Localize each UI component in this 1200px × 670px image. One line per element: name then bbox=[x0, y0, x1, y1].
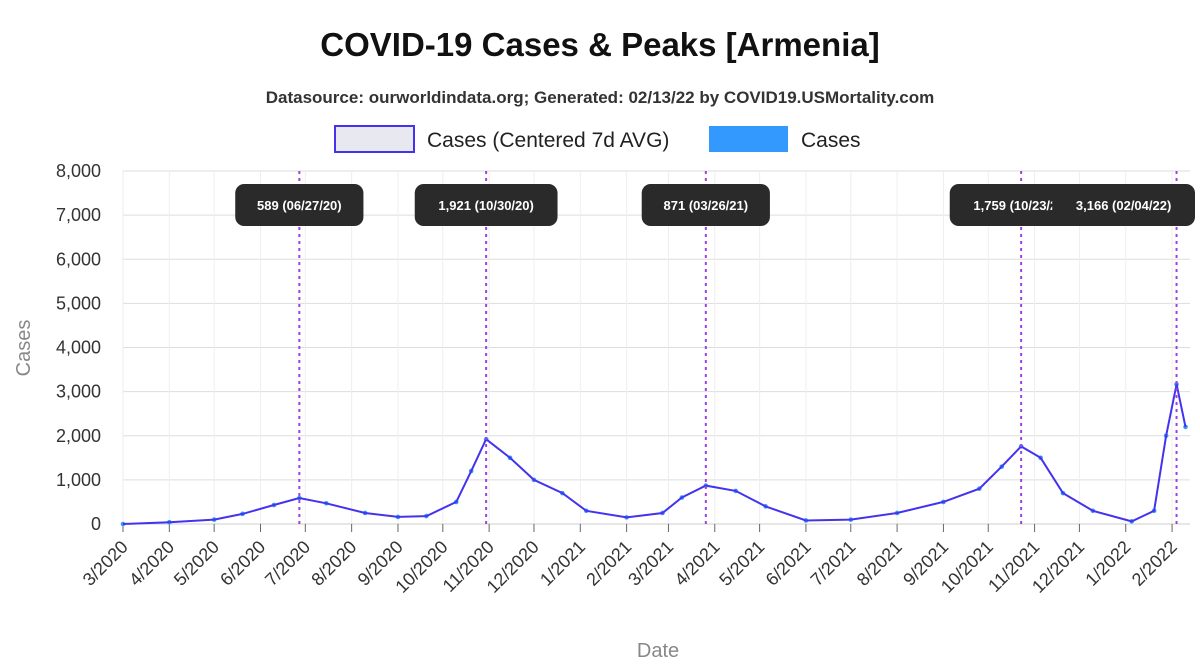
y-tick-label: 1,000 bbox=[56, 470, 101, 490]
x-tick-label: 4/2020 bbox=[125, 537, 178, 590]
x-tick-label: 2/2022 bbox=[1128, 537, 1181, 590]
x-tick-label: 4/2021 bbox=[671, 537, 724, 590]
peak-label: 1,921 (10/30/20) bbox=[438, 198, 533, 213]
peak-label: 589 (06/27/20) bbox=[257, 198, 342, 213]
x-tick-label: 7/2021 bbox=[807, 537, 860, 590]
chart-title: COVID-19 Cases & Peaks [Armenia] bbox=[320, 26, 879, 63]
legend-swatch-avg bbox=[334, 125, 415, 153]
y-tick-label: 2,000 bbox=[56, 426, 101, 446]
x-axis-label: Date bbox=[637, 640, 679, 662]
x-tick-label: 6/2021 bbox=[762, 537, 815, 590]
x-tick-label: 1/2021 bbox=[536, 537, 589, 590]
x-tick-label: 5/2021 bbox=[715, 537, 768, 590]
y-axis-ticks: 0 1,000 2,000 3,000 4,000 5,000 6,000 7,000 8,00… bbox=[56, 161, 101, 534]
x-tick-label: 5/2020 bbox=[170, 537, 223, 590]
peak-label: 3,166 (02/04/22) bbox=[1076, 198, 1171, 213]
x-tick-label: 1/2022 bbox=[1081, 537, 1134, 590]
x-tick-label: 6/2020 bbox=[216, 537, 269, 590]
x-tick-label: 8/2021 bbox=[853, 537, 906, 590]
legend-label-cases: Cases bbox=[801, 129, 861, 152]
x-tick-label: 2/2021 bbox=[582, 537, 635, 590]
x-tick-label: 7/2020 bbox=[261, 537, 314, 590]
x-tick-label: 3/2020 bbox=[79, 537, 132, 590]
y-tick-label: 0 bbox=[91, 514, 101, 534]
x-axis-ticks: 3/20204/20205/20206/20207/20208/20209/20… bbox=[79, 524, 1181, 597]
x-tick-label: 3/2021 bbox=[624, 537, 677, 590]
peak-label: 871 (03/26/21) bbox=[664, 198, 749, 213]
peak-label-box bbox=[235, 184, 364, 226]
legend-label-avg: Cases (Centered 7d AVG) bbox=[427, 129, 669, 152]
peak-markers: 589 (06/27/20) 1,921 (10/30/20) 871 (03/26… bbox=[235, 171, 1195, 524]
chart-subtitle: Datasource: ourworldindata.org; Generate… bbox=[266, 88, 935, 107]
peak-label-box bbox=[641, 184, 770, 226]
peak-label-box bbox=[1052, 184, 1195, 226]
y-tick-label: 8,000 bbox=[56, 161, 101, 181]
grid-lines bbox=[122, 170, 1190, 525]
legend: Cases (Centered 7d AVG) Cases bbox=[334, 125, 861, 153]
y-tick-label: 7,000 bbox=[56, 205, 101, 225]
y-tick-label: 6,000 bbox=[56, 249, 101, 269]
peak-label-box bbox=[414, 184, 558, 226]
y-tick-label: 4,000 bbox=[56, 338, 101, 358]
y-axis-label: Cases bbox=[13, 320, 35, 377]
y-tick-label: 3,000 bbox=[56, 382, 101, 402]
legend-swatch-cases bbox=[709, 126, 788, 152]
x-tick-label: 8/2020 bbox=[307, 537, 360, 590]
peak-label: 1,759 (10/23/21) bbox=[973, 198, 1068, 213]
avg-line bbox=[122, 384, 1187, 525]
cases-points bbox=[120, 382, 1188, 527]
y-tick-label: 5,000 bbox=[56, 293, 101, 313]
